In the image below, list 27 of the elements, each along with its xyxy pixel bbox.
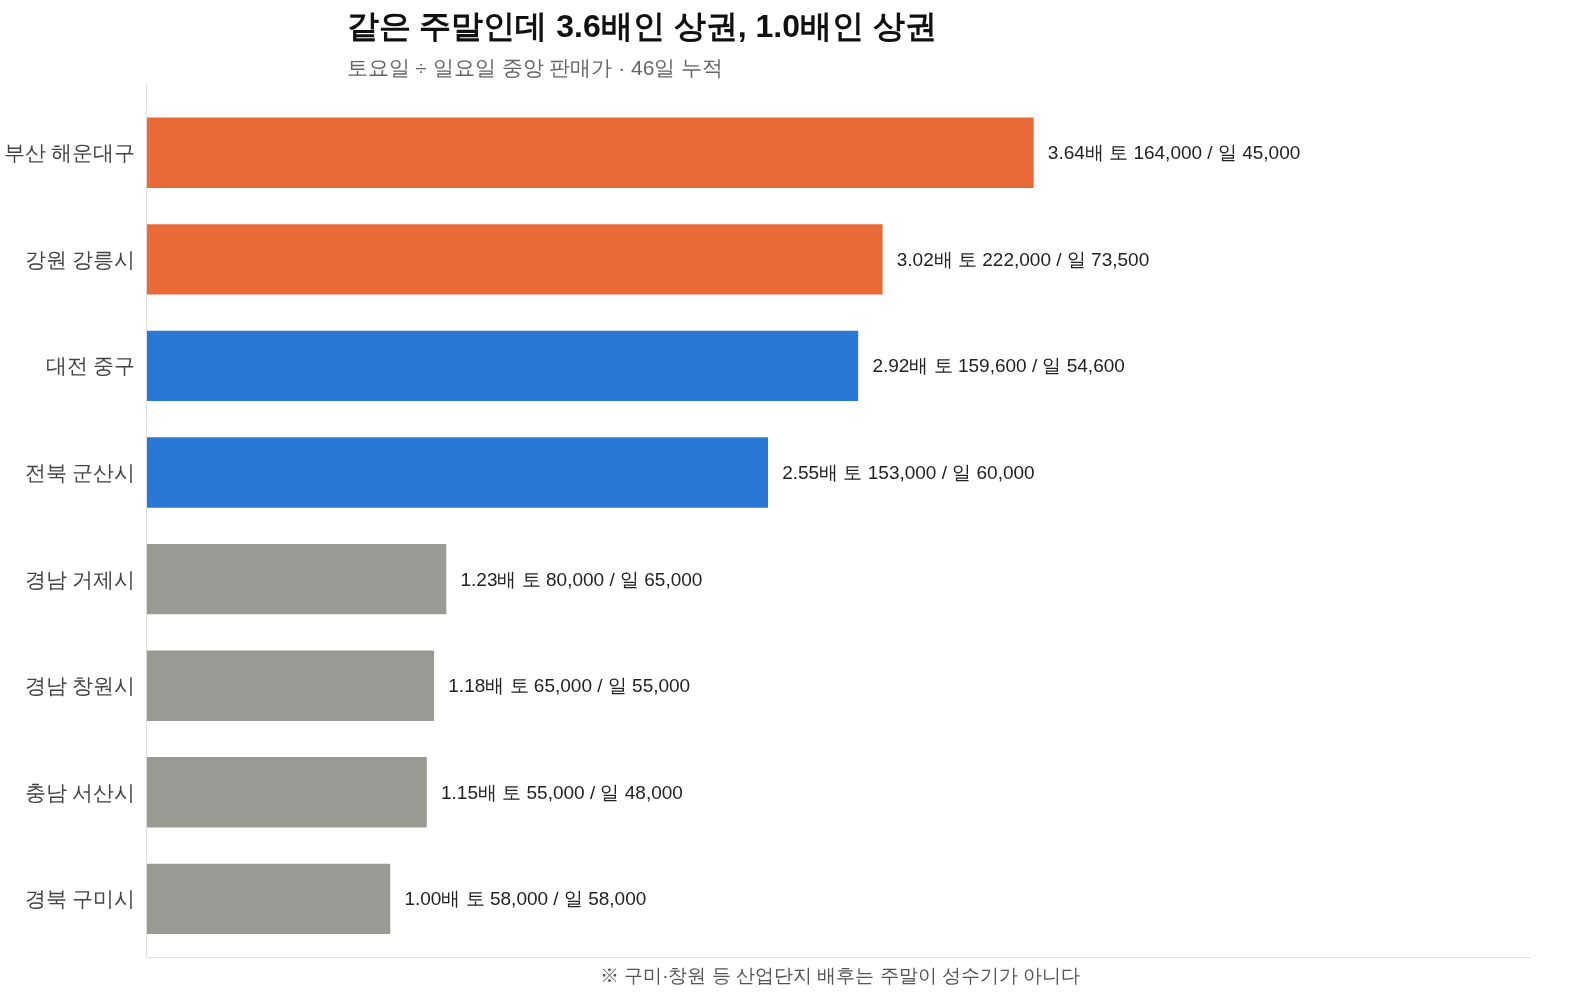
data-label: 1.00배 토 58,000 / 일 58,000	[404, 888, 647, 910]
text: ※ 구미·창원 등 산업단지 배후는 주말이 성수기가 아니다	[599, 964, 1081, 986]
bar	[146, 863, 391, 935]
data-label: 1.15배 토 55,000 / 일 48,000	[440, 781, 683, 803]
y-tick-label: 강원 강릉시	[24, 247, 136, 271]
bar	[146, 117, 1034, 188]
data-label: 3.02배 토 222,000 / 일 73,500	[896, 248, 1150, 270]
bar	[146, 757, 427, 828]
y-tick-label: 전북 군산시	[24, 461, 136, 485]
bar	[146, 543, 447, 615]
y-tick-label: 대전 중구	[45, 354, 136, 378]
y-tick-label: 경남 거제시	[24, 567, 136, 591]
bar	[146, 437, 769, 508]
bar	[146, 224, 883, 295]
y-tick-label: 충남 서산시	[24, 780, 136, 804]
bar	[146, 330, 859, 402]
data-label: 1.23배 토 80,000 / 일 65,000	[460, 568, 703, 590]
data-label: 2.55배 토 153,000 / 일 60,000	[782, 462, 1035, 484]
data-label: 3.64배 토 164,000 / 일 45,000	[1047, 142, 1301, 164]
y-tick-label: 경북 구미시	[24, 887, 136, 911]
data-label: 1.18배 토 65,000 / 일 55,000	[448, 675, 691, 697]
y-tick-label: 부산 해운대구	[3, 141, 136, 165]
y-tick-label: 경남 창원시	[24, 674, 136, 698]
data-label: 2.92배 토 159,600 / 일 54,600	[872, 355, 1125, 377]
chart-subtitle: 토요일 ÷ 일요일 중앙 판매가 · 46일 누적	[346, 55, 724, 79]
chart-title: 같은 주말인데 3.6배인 상권, 1.0배인 상권	[346, 7, 937, 44]
bar	[146, 650, 435, 721]
